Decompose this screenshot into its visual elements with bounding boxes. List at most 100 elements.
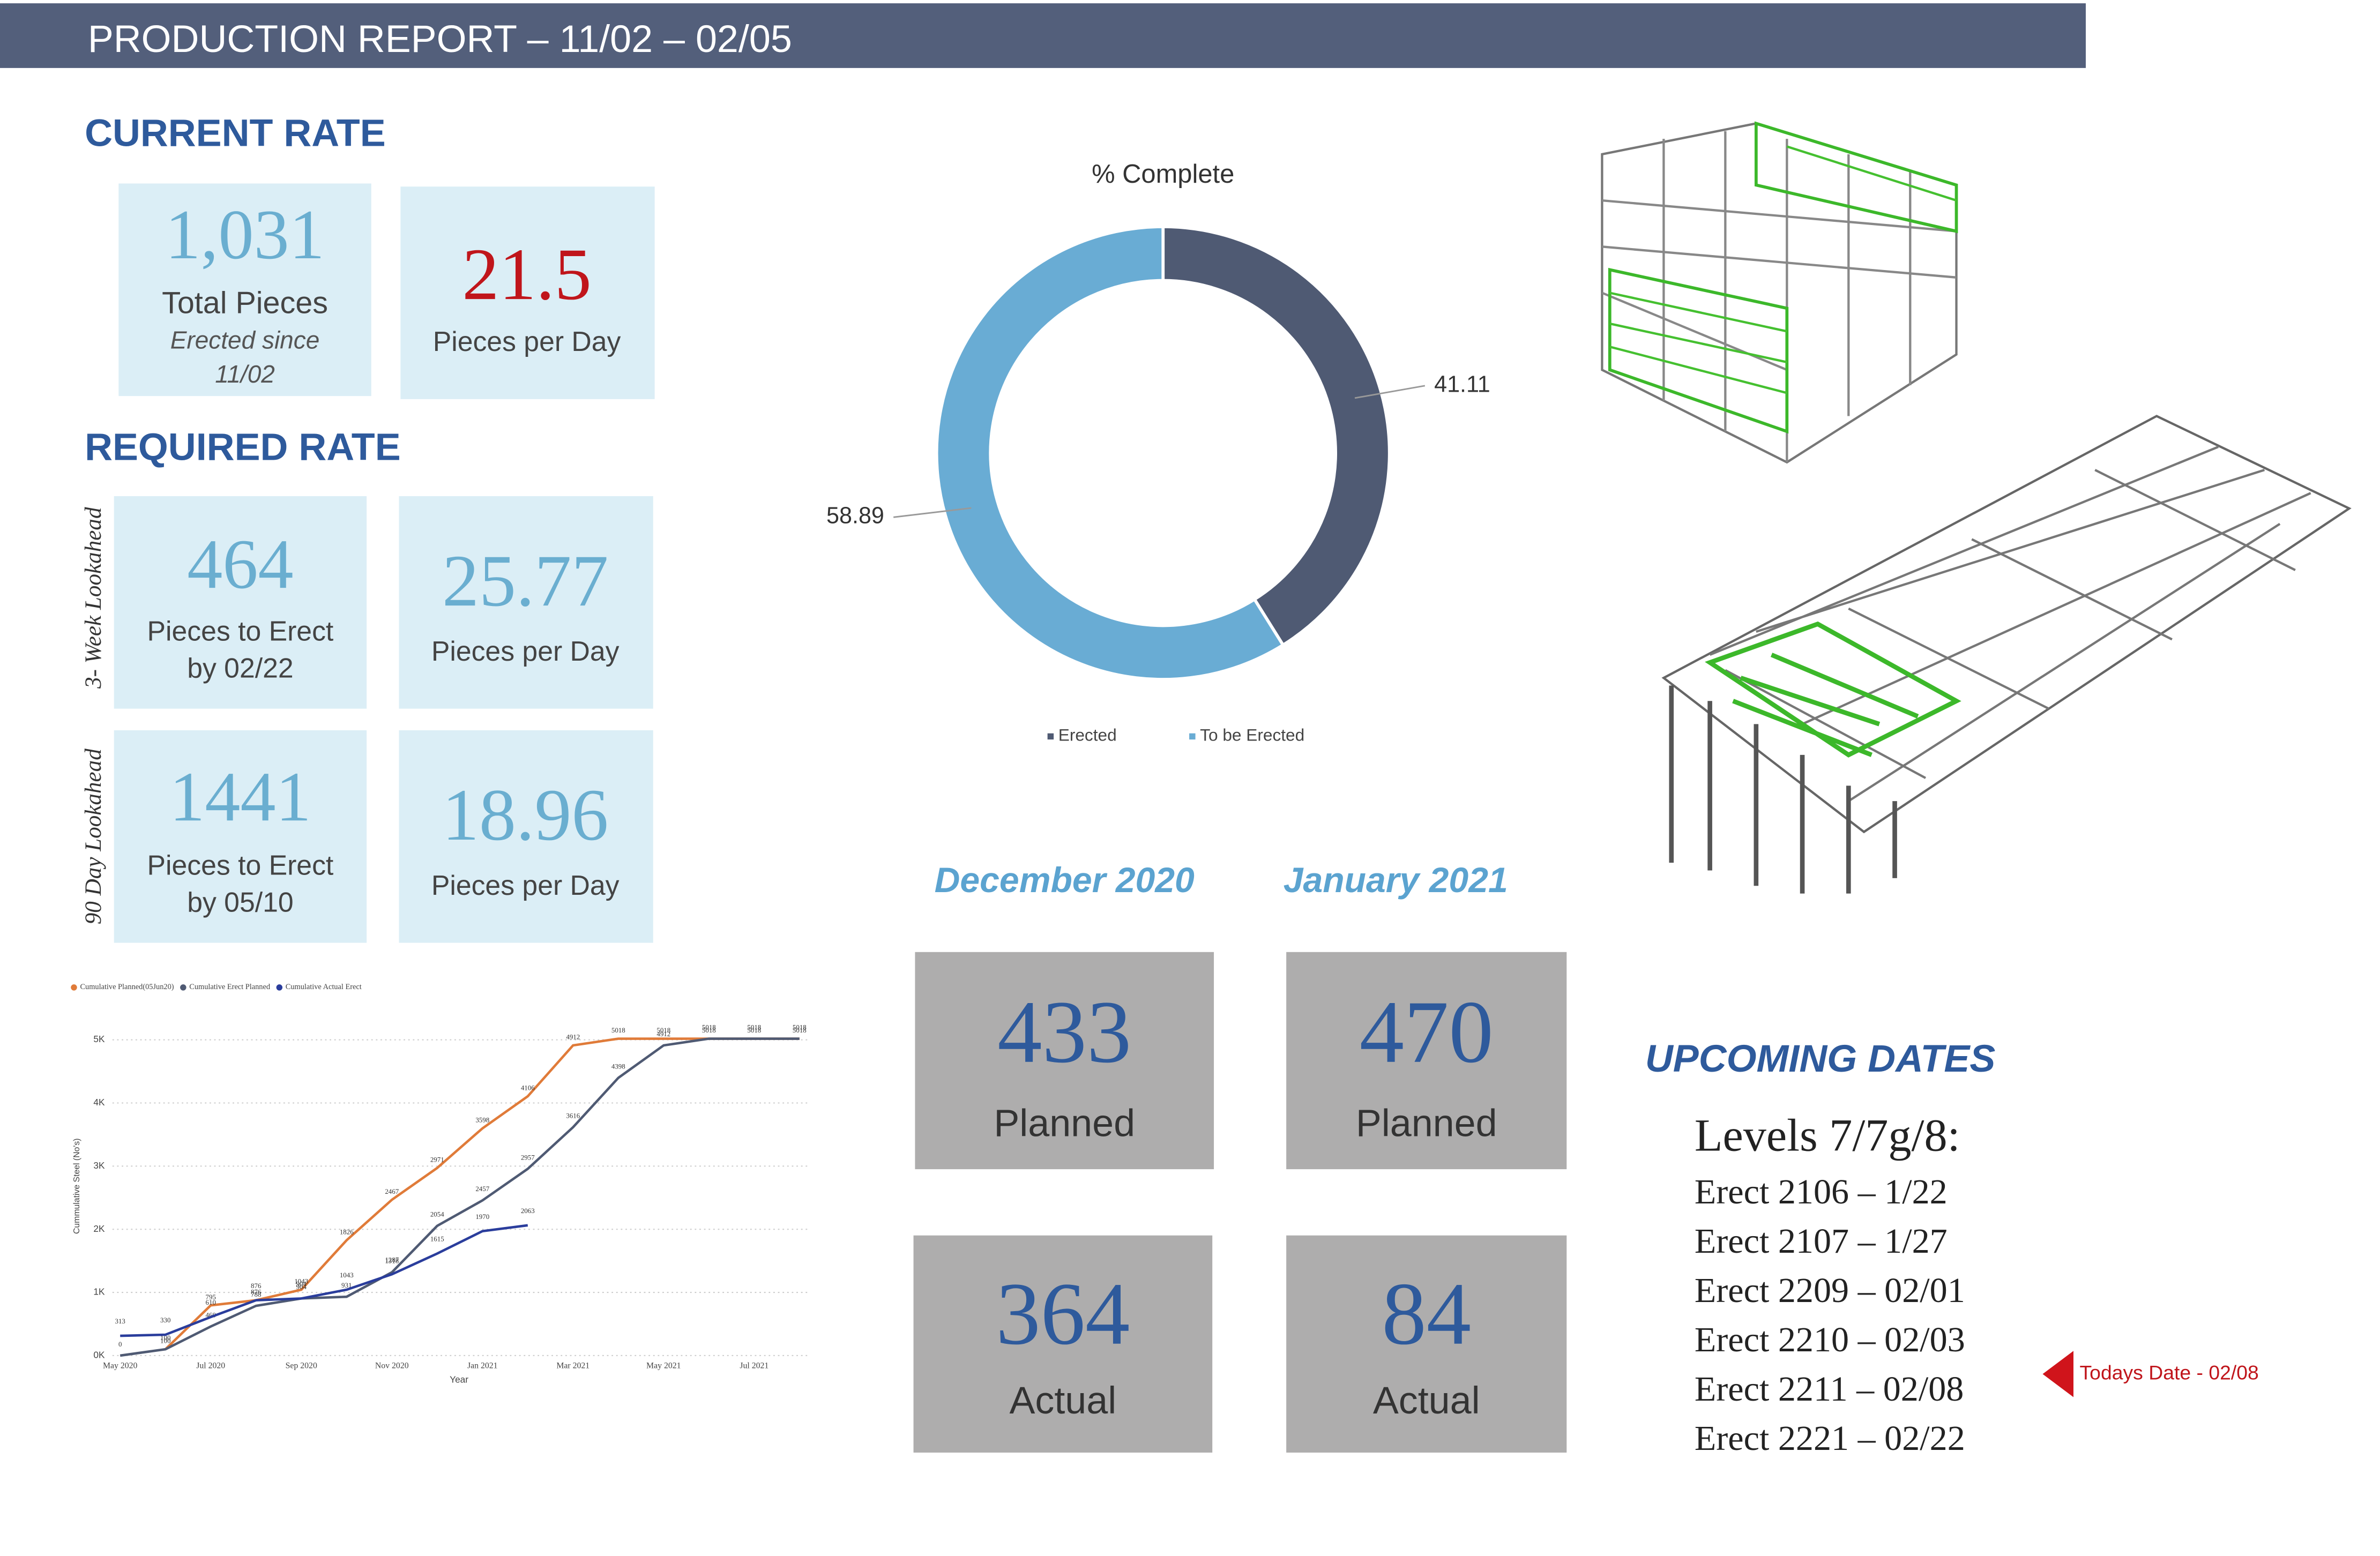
x-axis-label: Year — [450, 1374, 468, 1385]
data-label: 610 — [206, 1298, 216, 1306]
y-tick-label: 0K — [93, 1349, 105, 1360]
upcoming-item: Erect 2106 – 1/22 — [1695, 1172, 1948, 1211]
card-note: Erected since — [170, 326, 320, 354]
data-label: 2457 — [475, 1185, 489, 1193]
y-tick-label: 4K — [93, 1097, 105, 1108]
data-label: 1970 — [475, 1213, 489, 1221]
x-tick-label: Jan 2021 — [467, 1362, 498, 1371]
card-label: Actual — [1373, 1379, 1480, 1422]
data-label: 2467 — [385, 1187, 399, 1195]
card-label: Actual — [1009, 1379, 1116, 1422]
leader-line — [1354, 385, 1426, 399]
data-label: 2957 — [521, 1153, 535, 1161]
card-label: Planned — [1356, 1102, 1497, 1145]
card-label: Pieces per Day — [433, 326, 621, 357]
card-label: by 05/10 — [187, 886, 293, 917]
data-label: 5018 — [793, 1023, 807, 1031]
card-value: 18.96 — [442, 774, 608, 856]
legend-label: Cumulative Planned(05Jun20) — [80, 983, 174, 991]
upcoming-list: Erect 2106 – 1/22 Erect 2107 – 1/27 Erect … — [1695, 1172, 1965, 1458]
data-label: 1318 — [385, 1256, 399, 1265]
y-tick-label: 5K — [93, 1034, 105, 1044]
y-axis-label: Cummulative Steel (No's) — [72, 1138, 81, 1234]
data-label: 876 — [251, 1288, 262, 1296]
x-tick-label: Jul 2020 — [196, 1362, 225, 1371]
card — [118, 183, 371, 397]
section-title: UPCOMING DATES — [1645, 1037, 1995, 1080]
line-series — [120, 1037, 800, 1357]
data-label: 41.11 — [1434, 371, 1490, 397]
data-label: 3598 — [475, 1116, 489, 1124]
data-label: 5018 — [702, 1026, 716, 1034]
data-label: 931 — [341, 1281, 352, 1289]
upcoming-item: Erect 2221 – 02/22 — [1695, 1419, 1965, 1458]
upcoming-item: Erect 2107 – 1/27 — [1695, 1222, 1948, 1261]
card-value: 464 — [187, 525, 293, 603]
data-label: 4912 — [566, 1033, 580, 1041]
chart-title: % Complete — [1092, 160, 1234, 189]
x-tick-label: Sep 2020 — [286, 1362, 317, 1371]
section-title: REQUIRED RATE — [85, 426, 401, 469]
data-label: 1043 — [294, 1277, 308, 1285]
x-tick-label: May 2020 — [103, 1362, 138, 1371]
data-label: 5018 — [611, 1026, 625, 1034]
legend-label: Erected — [1058, 725, 1117, 745]
charts: % Complete 41.11 Erected 58.89 To be Erected… — [71, 160, 1490, 1385]
side-label: 90 Day Lookahead — [81, 749, 106, 925]
card-value: 364 — [996, 1265, 1130, 1364]
y-tick-label: 3K — [93, 1160, 105, 1171]
model-image — [1601, 121, 2352, 894]
legend-swatch — [276, 984, 283, 991]
legend-label: Cumulative Erect Planned — [189, 983, 270, 991]
x-tick-label: Nov 2020 — [375, 1362, 409, 1371]
card — [114, 496, 367, 709]
data-label: 2971 — [430, 1155, 444, 1163]
x-tick-label: Mar 2021 — [556, 1362, 590, 1371]
data-label: 0 — [118, 1340, 122, 1348]
month-card — [1286, 1235, 1567, 1453]
data-label: 1826 — [340, 1228, 354, 1236]
legend-swatch — [180, 984, 186, 991]
data-label: 5018 — [702, 1023, 716, 1031]
card-value: 470 — [1360, 983, 1494, 1082]
upcoming-item: Erect 2209 – 02/01 — [1695, 1271, 1965, 1310]
card-value: 433 — [997, 983, 1131, 1082]
data-label: 4912 — [656, 1030, 670, 1038]
card-label: Planned — [994, 1102, 1135, 1145]
data-label: 795 — [206, 1293, 216, 1301]
month-card — [913, 1235, 1213, 1453]
data-label: 313 — [115, 1317, 125, 1325]
data-label: 5018 — [793, 1026, 807, 1034]
card-value: 1,031 — [165, 195, 325, 274]
donut-slice — [935, 225, 1286, 681]
data-label: 5018 — [656, 1026, 670, 1034]
data-label: 876 — [251, 1282, 262, 1290]
header-bar — [0, 3, 2086, 68]
data-label: 788 — [251, 1290, 261, 1298]
data-label: 2063 — [521, 1207, 535, 1215]
upcoming-heading: Levels 7/7g/8: — [1695, 1109, 1960, 1161]
legend-label: To be Erected — [1200, 725, 1304, 745]
legend-swatch — [1189, 733, 1196, 740]
data-label: 4398 — [611, 1062, 625, 1070]
x-tick-label: Jul 2021 — [740, 1362, 769, 1371]
card — [114, 730, 367, 943]
data-label: 58.89 — [826, 503, 884, 529]
today-arrow — [2042, 1351, 2073, 1397]
card-label: Pieces to Erect — [147, 849, 333, 880]
line-series — [120, 1224, 528, 1337]
upcoming-item: Erect 2211 – 02/08 — [1695, 1370, 1964, 1409]
card-value: 84 — [1382, 1265, 1471, 1364]
section-title: CURRENT RATE — [85, 111, 386, 154]
upcoming-item: Erect 2210 – 02/03 — [1695, 1320, 1965, 1359]
card-label: by 02/22 — [187, 652, 293, 683]
donut-slice — [1161, 225, 1391, 647]
data-label: 100 — [160, 1337, 170, 1345]
legend-label: Cumulative Actual Erect — [286, 983, 362, 991]
data-label: 904 — [296, 1280, 307, 1288]
data-label: 1287 — [385, 1255, 399, 1263]
data-label: 330 — [160, 1316, 170, 1324]
data-label: 5018 — [747, 1026, 761, 1034]
